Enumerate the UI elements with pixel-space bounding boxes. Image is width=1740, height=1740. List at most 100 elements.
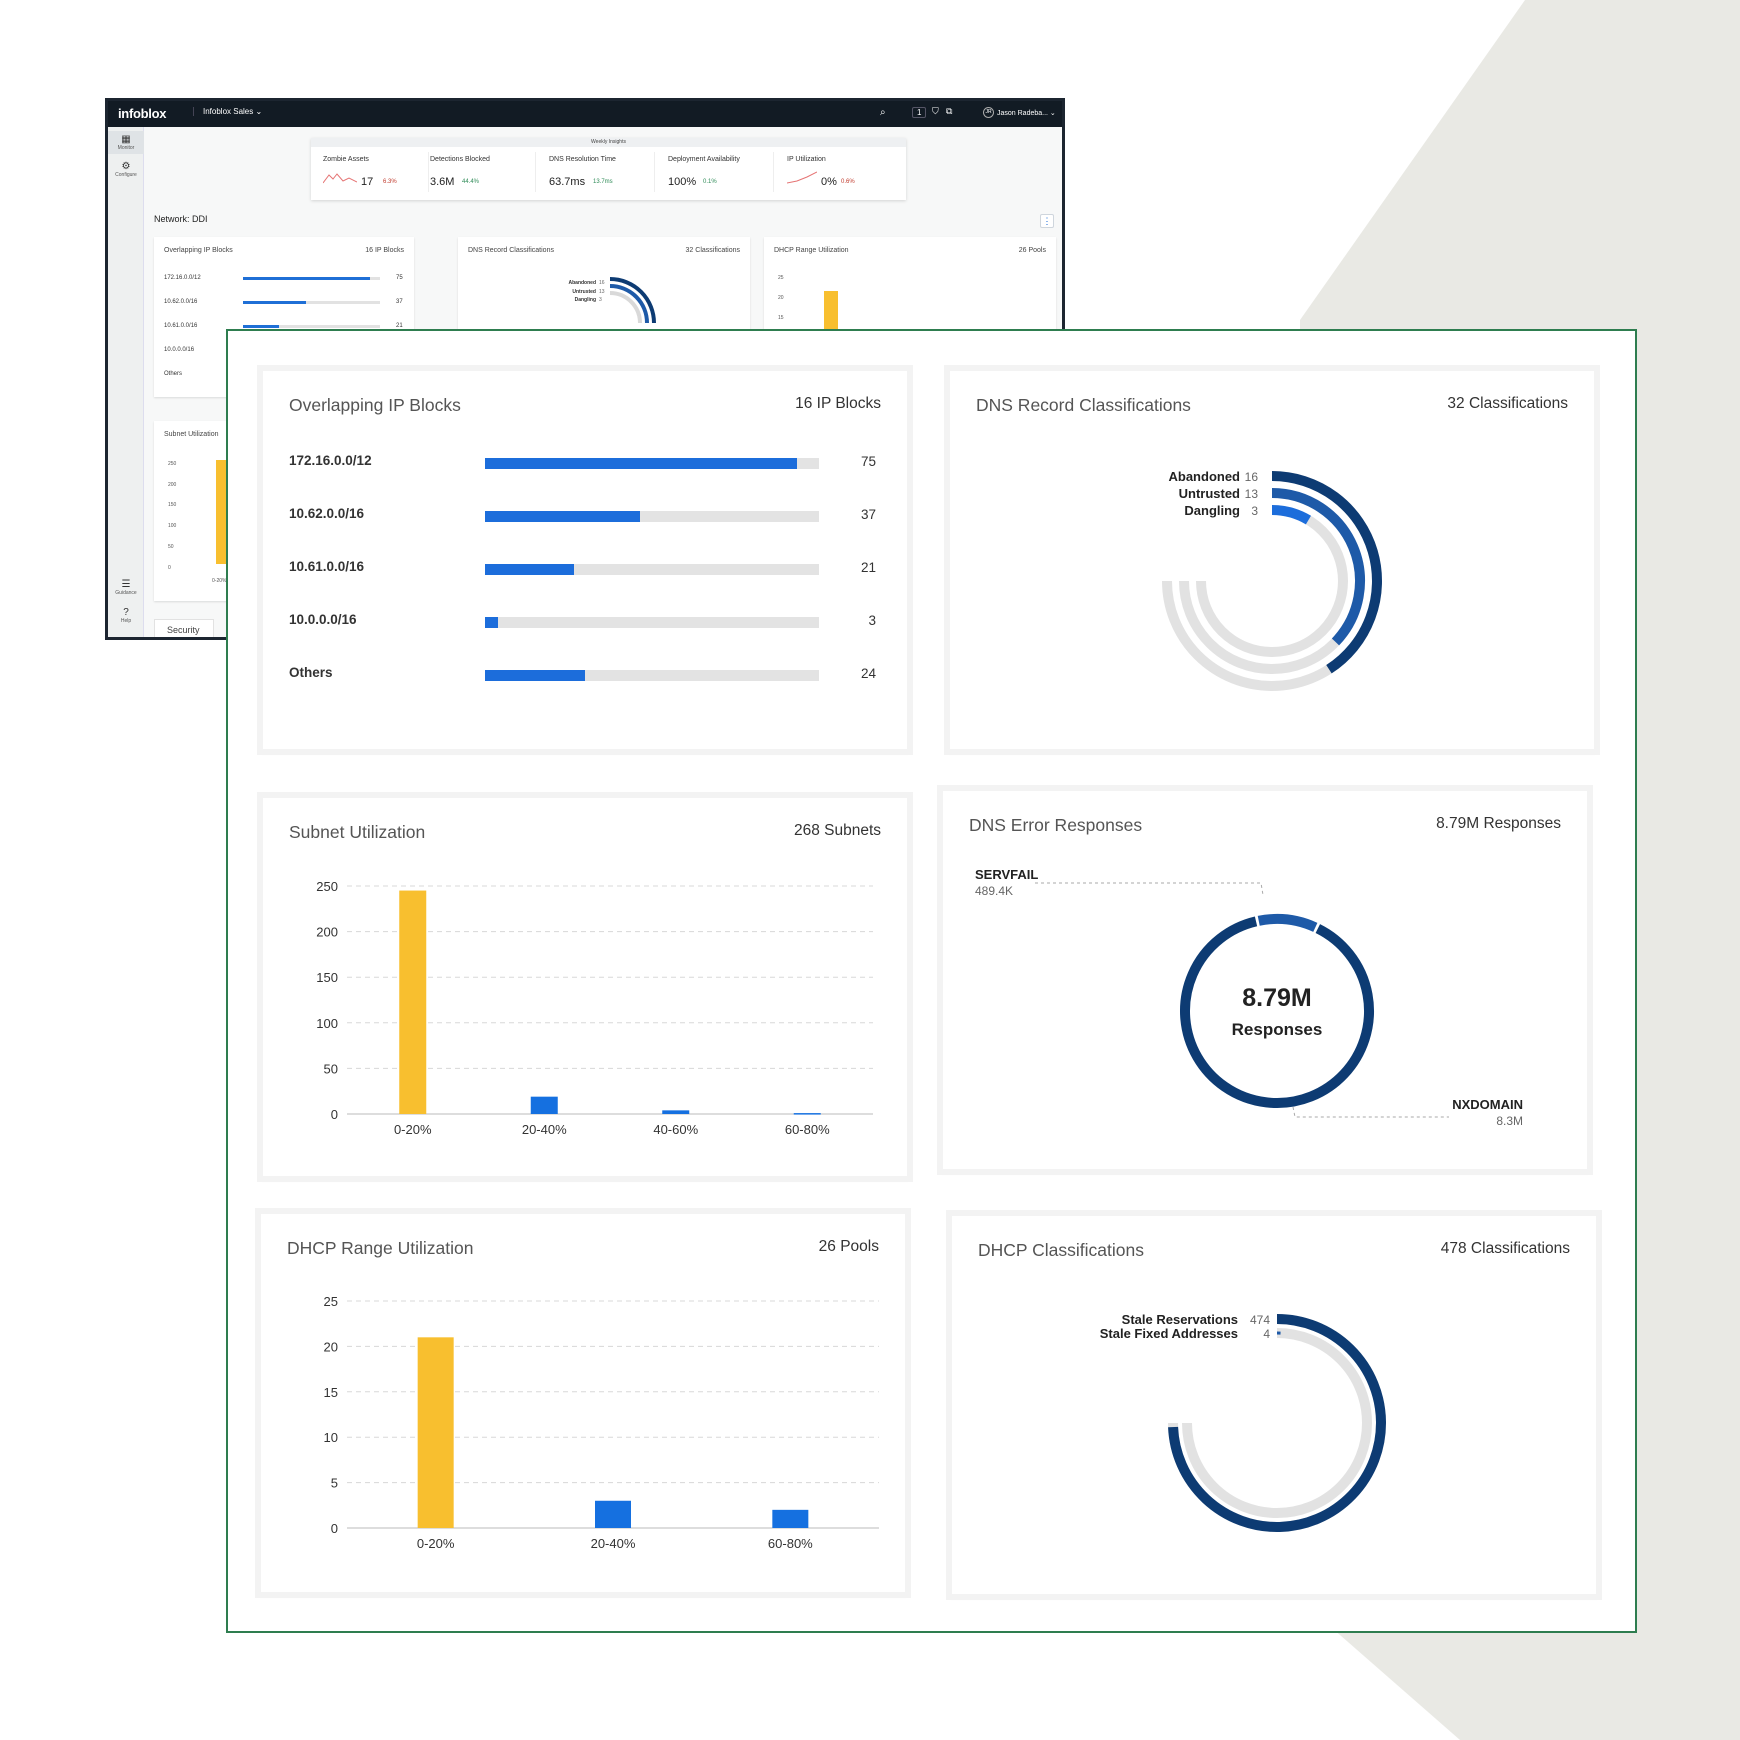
bar (772, 1509, 809, 1528)
kpi-detections-blocked[interactable]: Detections Blocked 3.6M 44.4% (418, 152, 536, 192)
donut-arc (1271, 505, 1312, 525)
kpi-delta: 0.6% (841, 179, 855, 185)
legend-label: Stale Fixed Addresses (1100, 1326, 1238, 1341)
ip-block-bar (485, 670, 586, 681)
mini-card-count: 26 Pools (1018, 247, 1046, 254)
legend-value: 489.4K (975, 884, 1013, 898)
mini-subnet-bar (216, 460, 226, 564)
legend-label: Untrusted (1179, 486, 1240, 501)
mini-ip-value: 37 (396, 299, 403, 305)
y-tick-label: 100 (316, 1016, 338, 1031)
org-icon[interactable]: ⧉ (946, 106, 953, 116)
card-title: Subnet Utilization (289, 822, 426, 842)
mini-ip-label: 172.16.0.0/12 (164, 275, 201, 281)
help-icon: ? (123, 607, 129, 618)
mini-dns-value: 16 (599, 280, 605, 286)
mini-dns-value: 3 (599, 297, 602, 303)
ip-block-track (485, 617, 819, 628)
donut-track (1196, 505, 1348, 657)
mini-tick-label: 25 (778, 275, 784, 281)
donut-arc-nxdomain (1180, 916, 1374, 1108)
mini-tick-label: 250 (168, 461, 177, 467)
mini-ip-row: 172.16.0.0/12 75 (164, 275, 404, 281)
mini-dhcp-ticks: 25 20 15 (778, 268, 784, 328)
ip-block-value: 24 (860, 666, 876, 681)
legend-value: 13 (1245, 487, 1259, 501)
mini-ip-value: 75 (396, 275, 403, 281)
card-title: DNS Record Classifications (976, 395, 1191, 415)
mini-dns-legend: Abandoned Untrusted Dangling (556, 279, 597, 305)
tab-security[interactable]: Security (154, 619, 214, 637)
legend-value: 4 (1263, 1327, 1270, 1341)
bar (530, 1096, 558, 1114)
x-tick-label: 40-60% (653, 1122, 698, 1137)
y-tick-label: 10 (324, 1430, 338, 1445)
center-value: 8.79M (1242, 984, 1311, 1012)
account-switcher[interactable]: Infoblox Sales ⌄ (193, 107, 262, 116)
kpi-delta: 6.3% (383, 179, 397, 185)
ip-block-bar (485, 617, 499, 628)
mini-card-title: Subnet Utilization (164, 431, 219, 438)
ip-block-label: 172.16.0.0/12 (289, 453, 372, 468)
rail-monitor[interactable]: ▦ Monitor (108, 131, 144, 154)
kpi-deployment-availability[interactable]: Deployment Availability 100% 0.1% (656, 152, 774, 192)
rail-guidance-label: Guidance (115, 590, 137, 596)
kpi-label: Zombie Assets (323, 156, 369, 163)
card-count: 8.79M Responses (1436, 815, 1561, 832)
mini-ip-value: 21 (396, 323, 403, 329)
card-title: DHCP Range Utilization (287, 1238, 474, 1258)
mini-card-title: DHCP Range Utilization (774, 247, 849, 254)
infoblox-logo[interactable]: infoblox (118, 106, 167, 121)
card-title: Overlapping IP Blocks (289, 395, 461, 415)
legend-label: SERVFAIL (975, 867, 1038, 882)
card-count: 478 Classifications (1440, 1240, 1570, 1257)
mini-tick-label: 200 (168, 481, 177, 488)
legend-value: 474 (1250, 1313, 1270, 1327)
guidance-icon: ☰ (121, 579, 131, 590)
mini-ip-fill (243, 325, 279, 328)
donut-arc-servfail (1257, 914, 1318, 932)
rail-monitor-label: Monitor (117, 145, 135, 151)
card-count: 16 IP Blocks (795, 395, 881, 412)
mini-card-count: 16 IP Blocks (365, 247, 404, 254)
rail-guidance[interactable]: ☰ Guidance (108, 579, 144, 596)
mini-subnet-category: 0-20% (212, 578, 227, 584)
side-rail: ▦ Monitor ⚙ Configure ☰ Guidance ? Help (108, 127, 144, 637)
kpi-dns-resolution-time[interactable]: DNS Resolution Time 63.7ms 13.7ms (537, 152, 655, 192)
y-tick-label: 0 (331, 1107, 338, 1122)
mini-dns-donut (609, 277, 656, 324)
card-overlapping-ip-blocks: Overlapping IP Blocks 16 IP Blocks 172.1… (263, 371, 907, 749)
legend-label: Abandoned (1169, 469, 1241, 484)
rail-configure-label: Configure (115, 172, 137, 178)
ip-block-label: 10.0.0.0/16 (289, 612, 357, 627)
x-tick-label: 20-40% (522, 1122, 567, 1137)
search-icon[interactable]: ⌕ (880, 107, 886, 118)
sparkline-icon (787, 171, 817, 184)
y-tick-label: 150 (316, 970, 338, 985)
notification-counter[interactable]: 1 (912, 107, 927, 118)
avatar: JR (983, 107, 994, 118)
y-tick-label: 200 (316, 925, 338, 940)
ip-block-label: Others (289, 665, 333, 680)
mini-ip-label: Others (164, 371, 183, 377)
mini-tick-label: 20 (778, 295, 784, 301)
rail-configure[interactable]: ⚙ Configure (108, 161, 144, 178)
bar (399, 890, 427, 1114)
mini-ip-row: 10.61.0.0/16 21 (164, 323, 404, 329)
rail-help[interactable]: ? Help (108, 607, 144, 624)
kpi-zombie-assets[interactable]: Zombie Assets 17 6.3% (311, 152, 429, 192)
more-options-icon[interactable]: ⋮ (1040, 214, 1054, 228)
kpi-value: 0% (821, 176, 837, 188)
shield-icon[interactable]: ⛉ (932, 106, 939, 116)
bar (417, 1337, 454, 1528)
weekly-insights-panel: Weekly Insights Zombie Assets 17 6.3% De… (311, 138, 906, 200)
y-tick-label: 15 (324, 1385, 338, 1400)
donut-arc (1271, 488, 1365, 646)
user-menu[interactable]: JR Jason Radeba... ⌄ (983, 107, 1056, 118)
donut-arc (1271, 471, 1382, 674)
kpi-ip-utilization[interactable]: IP Utilization 0% 0.6% (775, 152, 893, 192)
kpi-delta: 0.1% (703, 179, 717, 185)
kpi-label: IP Utilization (787, 156, 826, 163)
ip-block-label: 10.62.0.0/16 (289, 506, 365, 521)
